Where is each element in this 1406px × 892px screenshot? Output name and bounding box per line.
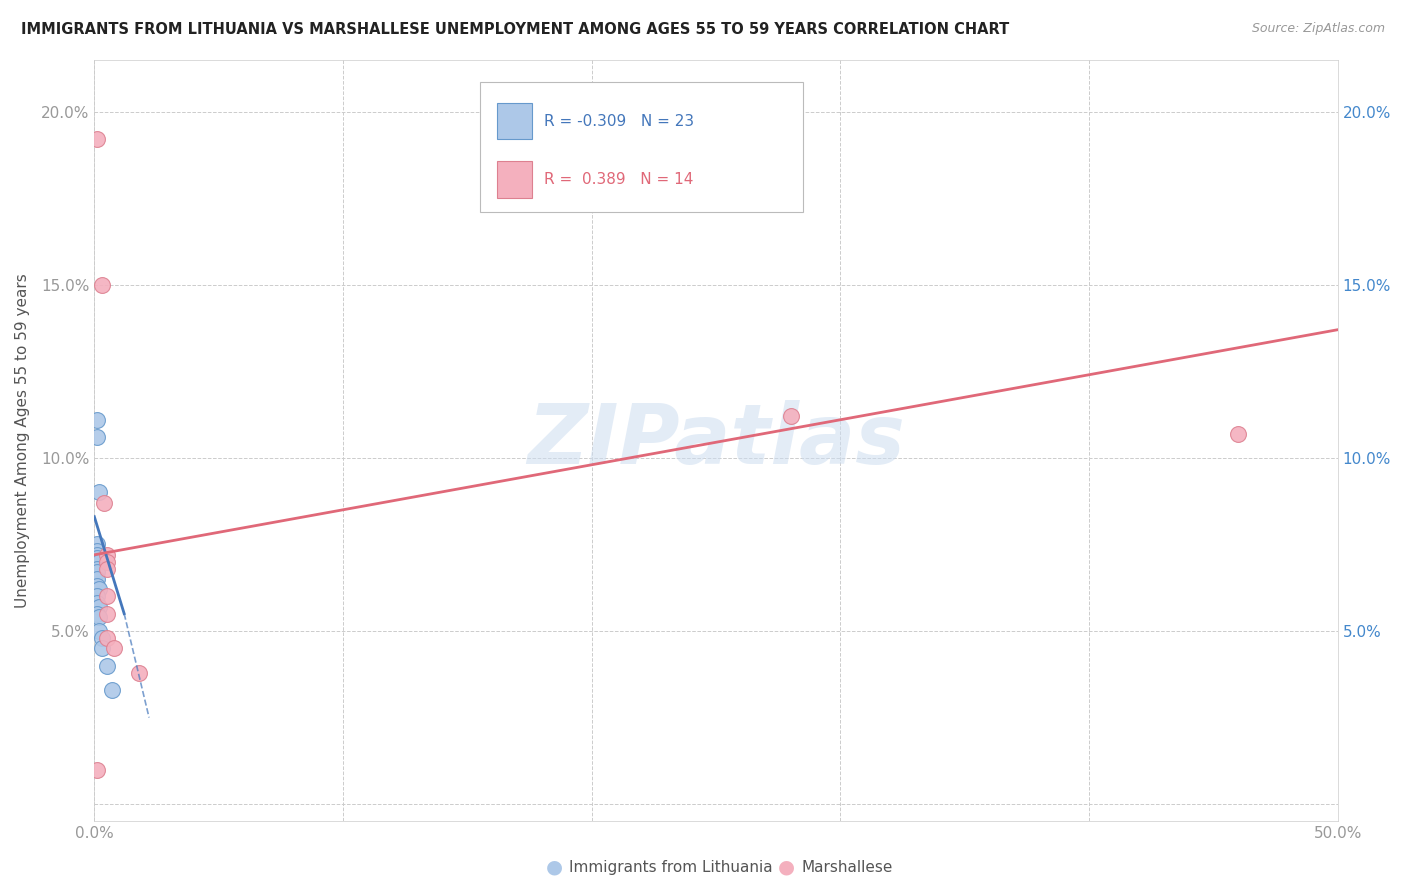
Point: [96, 607, 118, 621]
Text: ●: ●: [778, 857, 794, 877]
Point: [86, 596, 108, 610]
Point: [86, 544, 108, 558]
Point: [86, 572, 108, 586]
Point: [100, 682, 122, 697]
Point: [86, 562, 108, 576]
Point: [86, 537, 108, 551]
Y-axis label: Unemployment Among Ages 55 to 59 years: Unemployment Among Ages 55 to 59 years: [15, 273, 30, 608]
Text: Marshallese: Marshallese: [801, 860, 893, 874]
Point: [96, 548, 118, 562]
Text: Immigrants from Lithuania: Immigrants from Lithuania: [569, 860, 773, 874]
Point: [89, 485, 111, 500]
Text: ZIPatlas: ZIPatlas: [527, 400, 905, 481]
FancyBboxPatch shape: [498, 103, 531, 139]
Text: ●: ●: [546, 857, 562, 877]
Point: [86, 565, 108, 579]
Point: [96, 658, 118, 673]
Point: [86, 430, 108, 444]
Point: [90, 641, 112, 656]
Text: Source: ZipAtlas.com: Source: ZipAtlas.com: [1251, 22, 1385, 36]
Point: [93, 496, 115, 510]
Text: R = -0.309   N = 23: R = -0.309 N = 23: [544, 114, 695, 128]
Point: [89, 599, 111, 614]
Point: [90, 631, 112, 645]
Point: [86, 551, 108, 566]
Point: [86, 413, 108, 427]
Point: [86, 579, 108, 593]
Point: [779, 409, 801, 424]
Point: [89, 582, 111, 597]
Point: [89, 610, 111, 624]
Point: [96, 555, 118, 569]
FancyBboxPatch shape: [479, 82, 803, 212]
Point: [89, 555, 111, 569]
Point: [1227, 426, 1250, 441]
Point: [96, 590, 118, 604]
Point: [128, 665, 150, 680]
Point: [86, 590, 108, 604]
FancyBboxPatch shape: [498, 161, 531, 198]
Point: [86, 763, 108, 777]
Text: IMMIGRANTS FROM LITHUANIA VS MARSHALLESE UNEMPLOYMENT AMONG AGES 55 TO 59 YEARS : IMMIGRANTS FROM LITHUANIA VS MARSHALLESE…: [21, 22, 1010, 37]
Point: [103, 641, 125, 656]
Point: [86, 607, 108, 621]
Point: [86, 132, 108, 146]
Point: [90, 277, 112, 292]
Text: R =  0.389   N = 14: R = 0.389 N = 14: [544, 172, 693, 187]
Point: [96, 631, 118, 645]
Point: [86, 548, 108, 562]
Point: [89, 624, 111, 638]
Point: [96, 562, 118, 576]
